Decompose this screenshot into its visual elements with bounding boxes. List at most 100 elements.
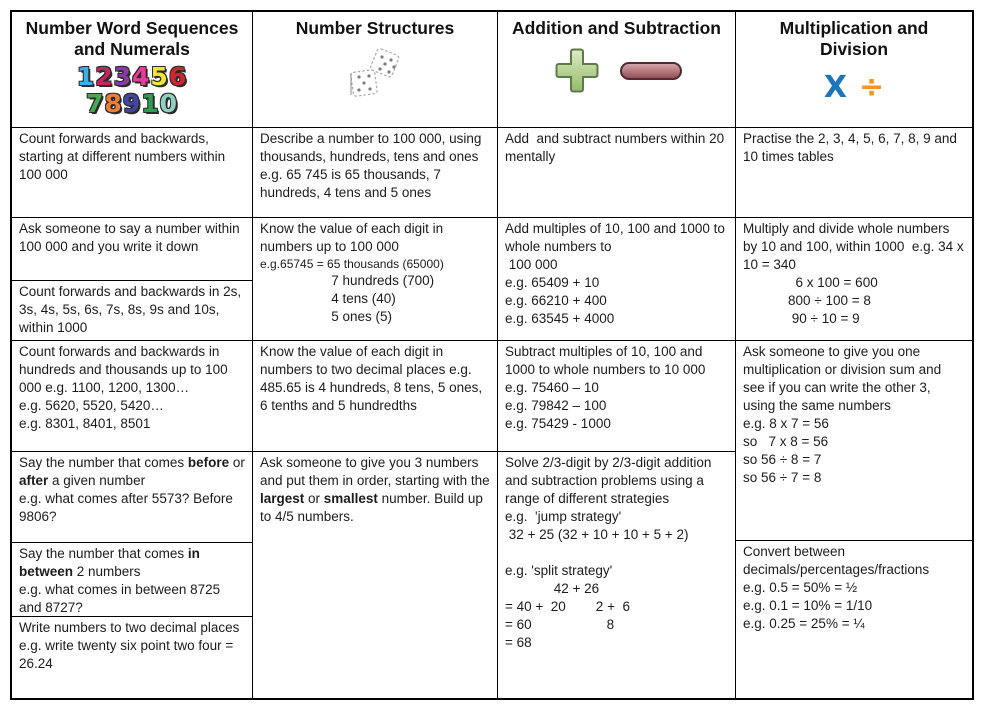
cell-text: so 56 ÷ 7 = 8 (743, 470, 822, 485)
cell-text: e.g. what comes in between 8725 and 8727… (19, 582, 224, 615)
cell-text: Add multiples of 10, 100 and 1000 to who… (505, 221, 729, 254)
numeral-digit: 7 (85, 89, 105, 118)
column-cells: Practise the 2, 3, 4, 5, 6, 7, 8, 9 and … (736, 128, 972, 698)
numeral-digit: 1 (76, 62, 96, 91)
table-cell: Write numbers to two decimal places e.g.… (12, 617, 252, 698)
numerals-row-2: 78910 (12, 90, 252, 117)
cell-text: so 7 x 8 = 56 (743, 434, 829, 449)
table-cell: Count forwards and backwards, starting a… (12, 128, 252, 218)
cell-text: 32 + 25 (32 + 10 + 10 + 5 + 2) (505, 527, 689, 542)
numeral-digit: 6 (168, 62, 188, 91)
cell-text: 100 000 (505, 257, 558, 272)
cell-text: Know the value of each digit in numbers … (260, 344, 486, 413)
cell-text: e.g. 5620, 5520, 5420… (19, 398, 164, 413)
table-cell: Ask someone to give you one multiplicati… (736, 341, 972, 541)
numeral-digit: 1 (141, 89, 160, 118)
numeral-digit: 3 (113, 62, 132, 91)
cell-text: 800 ÷ 100 = 8 (743, 293, 871, 308)
numeral-digit: 9 (122, 89, 142, 118)
cell-text: e.g. 0.25 = 25% = ¼ (743, 616, 865, 631)
divide-icon: ÷ (859, 70, 885, 105)
cell-text: Ask someone to give you one multiplicati… (743, 344, 945, 413)
operation-icons (498, 47, 735, 100)
cell-text: e.g. 65409 + 10 (505, 275, 600, 290)
table-cell: Add and subtract numbers within 20 menta… (498, 128, 735, 218)
cell-text: = 40 + 20 2 + 6 (505, 599, 630, 614)
cell-text: Convert between decimals/percentages/fra… (743, 544, 930, 577)
cell-text: Count forwards and backwards in hundreds… (19, 344, 232, 395)
table-cell: Solve 2/3-digit by 2/3-digit addition an… (498, 452, 735, 698)
cell-text (505, 544, 729, 562)
table-cell: Convert between decimals/percentages/fra… (736, 541, 972, 698)
cell-text: Subtract multiples of 10, 100 and 1000 t… (505, 344, 707, 377)
cell-text: e.g. 66210 + 400 (505, 293, 607, 308)
cell-text: 6 x 100 = 600 (743, 275, 878, 290)
plus-icon (551, 47, 603, 100)
cell-text: = 68 (505, 635, 532, 650)
cell-text: 4 tens (40) (260, 291, 396, 306)
cell-text: e.g. 75429 - 1000 (505, 416, 611, 431)
cell-text: Multiply and divide whole numbers by 10 … (743, 221, 968, 272)
column-header-addition-subtraction: Addition and Subtraction (498, 12, 735, 128)
cell-text: 7 hundreds (700) (260, 273, 435, 288)
cell-text: Add and subtract numbers within 20 menta… (505, 131, 728, 164)
cell-text: Practise the 2, 3, 4, 5, 6, 7, 8, 9 and … (743, 131, 961, 164)
column-cells: Count forwards and backwards, starting a… (12, 128, 252, 698)
column-multiplication-division: Multiplication and Division X ÷ Practise… (735, 12, 972, 698)
table-cell: Add multiples of 10, 100 and 1000 to who… (498, 218, 735, 341)
column-header-multiplication-division: Multiplication and Division X ÷ (736, 12, 972, 128)
numeral-digit: 5 (150, 62, 169, 91)
cell-text: Ask someone to say a number within 100 0… (19, 221, 244, 254)
cell-text: e.g. what comes after 5573? Before 9806? (19, 491, 237, 524)
cell-text: Say the number that comes in between 2 n… (19, 546, 204, 579)
column-title: Number Structures (295, 18, 455, 38)
column-number-structures: Number Structures (252, 12, 497, 698)
cell-text: Solve 2/3-digit by 2/3-digit addition an… (505, 455, 716, 506)
worksheet-table: Number Word Sequences and Numerals 12345… (10, 10, 974, 700)
cell-text: Know the value of each digit in numbers … (260, 221, 447, 254)
numeral-digit: 8 (104, 89, 123, 118)
cell-text: Say the number that comes before or afte… (19, 455, 249, 488)
cell-text: Ask someone to give you 3 numbers and pu… (260, 455, 494, 524)
table-cell: Know the value of each digit in numbers … (253, 341, 497, 452)
cell-text: e.g. 8 x 7 = 56 (743, 416, 829, 431)
cell-text: = 60 8 (505, 617, 615, 632)
column-number-word-sequences: Number Word Sequences and Numerals 12345… (12, 12, 252, 698)
cell-text: e.g. 79842 – 100 (505, 398, 607, 413)
colorful-numerals-icon: 123456 78910 (12, 63, 252, 117)
table-cell: Subtract multiples of 10, 100 and 1000 t… (498, 341, 735, 452)
table-cell: Ask someone to say a number within 100 0… (12, 218, 252, 281)
cell-text: 42 + 26 (505, 581, 600, 596)
table-cell: Ask someone to give you 3 numbers and pu… (253, 452, 497, 698)
cell-text: so 56 ÷ 8 = 7 (743, 452, 822, 467)
column-cells: Add and subtract numbers within 20 menta… (498, 128, 735, 698)
minus-icon (619, 61, 683, 86)
column-header-number-structures: Number Structures (253, 12, 497, 128)
cell-text: e.g. 'split strategy' (505, 563, 613, 578)
column-cells: Describe a number to 100 000, using thou… (253, 128, 497, 698)
cell-text: Write numbers to two decimal places e.g.… (19, 620, 247, 671)
table-cell: Say the number that comes before or afte… (12, 452, 252, 543)
numeral-digit: 4 (132, 62, 151, 91)
cell-text: e.g. 75460 – 10 (505, 380, 599, 395)
table-cell: Say the number that comes in between 2 n… (12, 543, 252, 617)
cell-text: Count forwards and backwards, starting a… (19, 131, 229, 182)
column-header-number-word-sequences: Number Word Sequences and Numerals 12345… (12, 12, 252, 128)
table-cell: Count forwards and backwards in hundreds… (12, 341, 252, 452)
column-title: Addition and Subtraction (511, 18, 721, 38)
numerals-row-1: 123456 (12, 63, 252, 90)
table-cell: Practise the 2, 3, 4, 5, 6, 7, 8, 9 and … (736, 128, 972, 218)
cell-text: 90 ÷ 10 = 9 (743, 311, 860, 326)
cell-text: e.g. 'jump strategy' (505, 509, 622, 524)
dice-icon (253, 43, 497, 114)
cell-text: e.g. 8301, 8401, 8501 (19, 416, 151, 431)
cell-text: e.g.65745 = 65 thousands (65000) (260, 257, 444, 271)
column-title: Multiplication and Division (779, 18, 929, 59)
cell-text: e.g. 63545 + 4000 (505, 311, 615, 326)
table-cell: Describe a number to 100 000, using thou… (253, 128, 497, 218)
cell-text: e.g. 0.5 = 50% = ½ (743, 580, 858, 595)
cell-text: Count forwards and backwards in 2s, 3s, … (19, 284, 245, 335)
column-title: Number Word Sequences and Numerals (25, 18, 239, 59)
column-addition-subtraction: Addition and Subtraction (497, 12, 735, 698)
cell-text: 5 ones (5) (260, 309, 393, 324)
